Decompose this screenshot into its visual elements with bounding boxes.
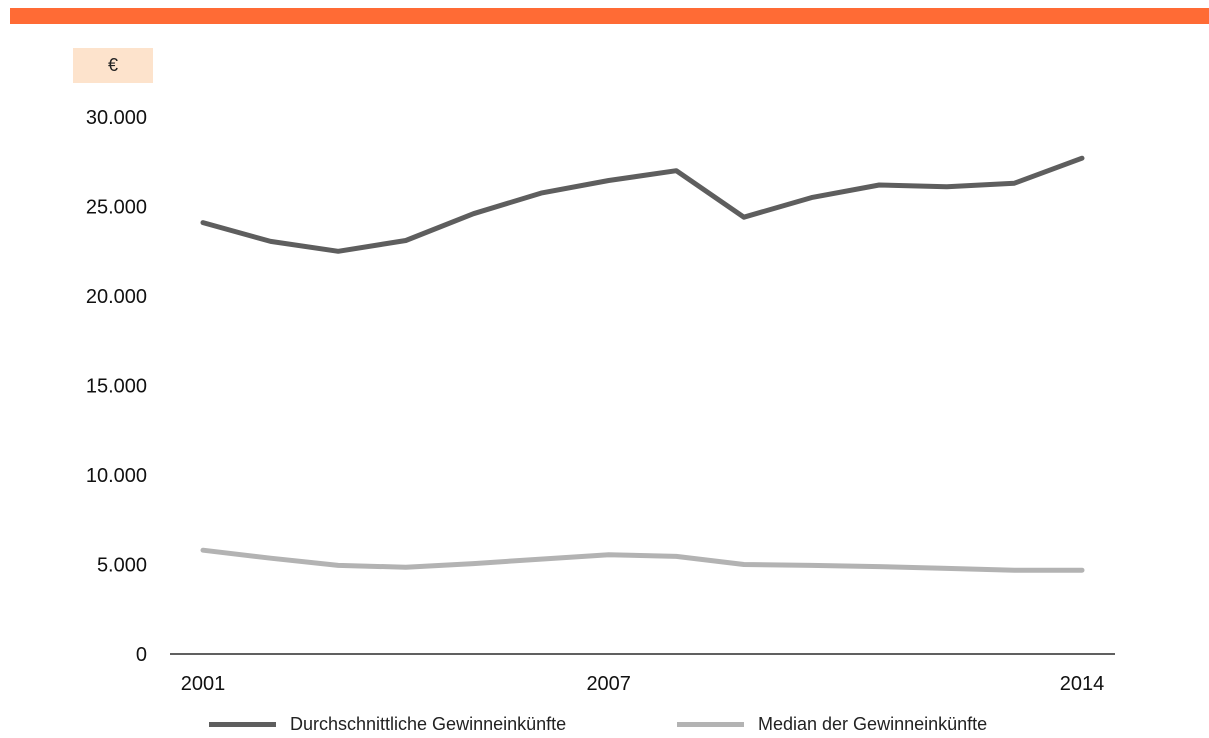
x-tick-label: 2001 xyxy=(181,673,226,695)
legend-label-mean: Durchschnittliche Gewinneinkünfte xyxy=(290,713,567,734)
y-tick-label: 0 xyxy=(136,644,147,666)
legend-label-median: Median der Gewinneinkünfte xyxy=(758,713,988,734)
y-tick-label: 20.000 xyxy=(86,286,147,308)
line-chart: 0 5.000 10.000 15.000 20.000 25.000 30.000 200… xyxy=(86,107,1115,695)
y-tick-label: 10.000 xyxy=(86,465,147,487)
legend-item-median: Median der Gewinneinkünfte xyxy=(677,712,987,736)
x-axis-ticks: 2001 2007 2014 xyxy=(181,673,1105,695)
series-line-mean xyxy=(200,155,1085,254)
y-tick-label: 30.000 xyxy=(86,107,147,129)
legend: Durchschnittliche Gewinneinkünfte Median… xyxy=(0,712,1209,736)
x-tick-label: 2007 xyxy=(586,673,631,695)
top-accent-bar xyxy=(10,8,1209,24)
y-tick-label: 5.000 xyxy=(97,555,147,577)
unit-badge: € xyxy=(73,48,153,83)
y-axis-ticks: 0 5.000 10.000 15.000 20.000 25.000 30.000 xyxy=(86,107,147,666)
x-tick-label: 2014 xyxy=(1060,673,1105,695)
legend-item-mean: Durchschnittliche Gewinneinkünfte xyxy=(209,712,566,736)
legend-swatch-mean xyxy=(209,721,276,727)
legend-swatch-median xyxy=(677,721,744,727)
series-line-median xyxy=(200,547,1085,573)
series-layer xyxy=(200,155,1085,573)
unit-label: € xyxy=(107,55,118,75)
y-tick-label: 15.000 xyxy=(86,376,147,398)
y-tick-label: 25.000 xyxy=(86,197,147,219)
